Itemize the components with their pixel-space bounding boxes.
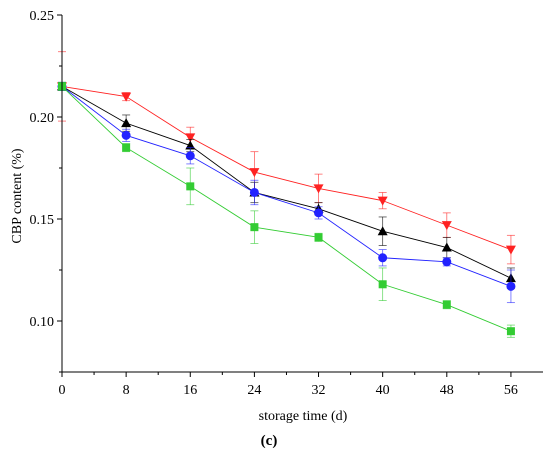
x-tick-label: 24 bbox=[247, 383, 261, 398]
y-axis-title: CBP content (%) bbox=[10, 148, 25, 243]
series-line bbox=[61, 86, 512, 279]
data-point bbox=[185, 133, 196, 143]
series-line bbox=[61, 85, 512, 251]
data-point bbox=[377, 226, 388, 236]
axes: 0 8 16 24 32 40 48 56 0.10 0.15 0.20 0.25 bbox=[30, 9, 543, 398]
data-point bbox=[186, 182, 195, 191]
x-tick-label: 16 bbox=[183, 383, 197, 398]
data-point bbox=[506, 281, 516, 291]
x-tick-label: 40 bbox=[376, 383, 390, 398]
x-tick-label: 0 bbox=[59, 383, 66, 398]
series-line bbox=[61, 86, 512, 332]
data-point bbox=[314, 233, 323, 242]
data-point bbox=[442, 257, 452, 267]
data-point bbox=[122, 143, 131, 152]
data-point bbox=[249, 187, 259, 197]
x-tick-label: 8 bbox=[123, 383, 130, 398]
data-point bbox=[249, 168, 260, 178]
data-point bbox=[378, 253, 388, 263]
y-tick-label: 0.15 bbox=[30, 213, 55, 228]
data-point bbox=[313, 184, 324, 194]
data-point bbox=[378, 280, 387, 289]
data-point bbox=[314, 208, 324, 218]
y-tick-label: 0.10 bbox=[30, 315, 55, 330]
series-2 bbox=[57, 81, 516, 289]
data-point bbox=[121, 118, 132, 128]
data-point bbox=[506, 327, 515, 336]
data-point bbox=[505, 245, 516, 255]
series-line bbox=[61, 86, 512, 287]
x-axis-title: storage time (d) bbox=[259, 409, 348, 424]
data-point bbox=[121, 92, 132, 102]
x-tick-label: 56 bbox=[504, 383, 518, 398]
data-point bbox=[121, 130, 131, 140]
y-tick-label: 0.20 bbox=[30, 111, 55, 126]
panel-label: (c) bbox=[261, 433, 278, 449]
data-point bbox=[377, 196, 388, 206]
data-point bbox=[441, 242, 452, 252]
x-tick-label: 32 bbox=[312, 383, 326, 398]
data-point bbox=[250, 223, 259, 232]
y-tick-label: 0.25 bbox=[30, 9, 55, 24]
data-point bbox=[185, 151, 195, 161]
plot-area bbox=[57, 51, 516, 338]
x-tick-label: 48 bbox=[440, 383, 454, 398]
data-point bbox=[442, 300, 451, 309]
data-point bbox=[441, 221, 452, 231]
